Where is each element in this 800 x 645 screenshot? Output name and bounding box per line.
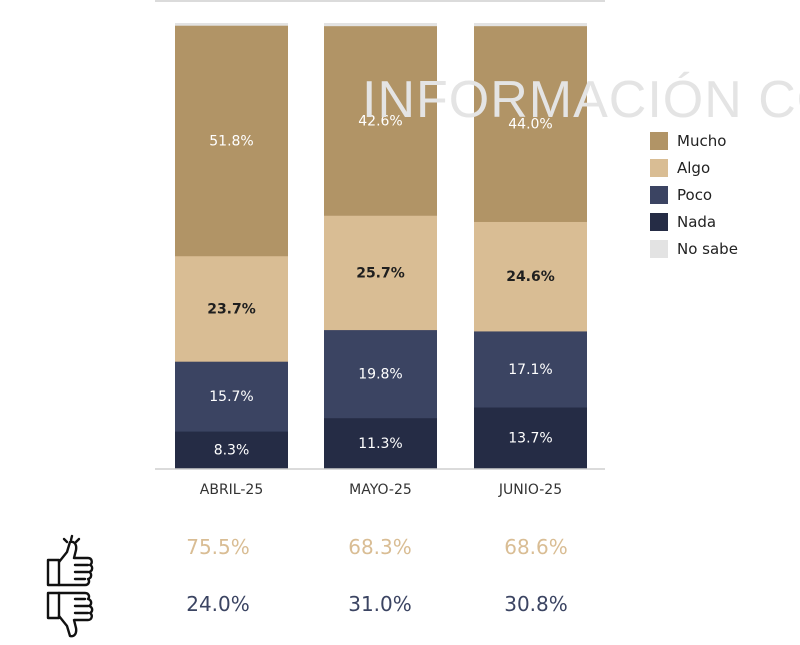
disapprove-value: 30.8% — [504, 592, 568, 616]
legend-item-algo: Algo — [650, 154, 738, 181]
bar-segment-nada — [474, 407, 587, 469]
data-label-mucho: 42.6% — [358, 113, 402, 129]
bar-segment-no-sabe — [324, 23, 437, 27]
x-tick-labels: ABRIL-25 MAYO-25 JUNIO-25 — [200, 482, 562, 498]
data-label-nada: 13.7% — [508, 431, 552, 447]
legend-swatch-mucho — [650, 131, 668, 150]
disapprove-row: 24.0% 31.0% 30.8% — [0, 584, 800, 624]
bar-segment-algo — [474, 221, 587, 332]
legend-item-mucho: Mucho — [650, 127, 738, 154]
data-label-algo: 25.7% — [356, 265, 405, 281]
bar-segment-nada — [175, 431, 288, 469]
thumbs-down-icon — [46, 591, 94, 638]
bar-segment-algo — [175, 255, 288, 362]
data-label-poco: 15.7% — [209, 389, 253, 405]
bar-segment-algo — [324, 215, 437, 331]
data-label-algo: 24.6% — [506, 269, 555, 285]
x-tick-label: MAYO-25 — [349, 482, 412, 498]
bar-segment-mucho — [474, 25, 587, 222]
disapprove-value: 24.0% — [186, 592, 250, 616]
data-label-poco: 17.1% — [508, 362, 552, 378]
data-label-poco: 19.8% — [358, 367, 402, 383]
bar-segment-mucho — [175, 25, 288, 257]
data-label-mucho: 51.8% — [209, 133, 253, 149]
bar-segment-mucho — [324, 25, 437, 216]
legend-label-mucho: Mucho — [677, 131, 727, 150]
x-tick-label: JUNIO-25 — [498, 482, 562, 498]
legend-item-nada: Nada — [650, 208, 738, 235]
thumbs-up-icon — [46, 534, 94, 587]
legend-label-nada: Nada — [677, 212, 717, 231]
legend-label-no-sabe: No sabe — [677, 239, 738, 258]
bar-segment-poco — [175, 361, 288, 432]
approve-value: 68.3% — [348, 535, 412, 559]
bars-group: 8.3% 15.7% 23.7% 51.8% 11.3% 19.8% 25.7% 42.6% 1… — [175, 23, 587, 469]
bar-segment-no-sabe — [175, 23, 288, 26]
bar-segment-no-sabe — [474, 23, 587, 27]
approve-value: 75.5% — [186, 535, 250, 559]
bar-segment-poco — [324, 329, 437, 419]
data-label-mucho: 44.0% — [508, 117, 552, 133]
legend-label-algo: Algo — [677, 158, 711, 177]
data-label-nada: 11.3% — [358, 436, 402, 452]
bar-segment-poco — [474, 330, 587, 408]
bar-segment-nada — [324, 417, 437, 469]
legend-item-no-sabe: No sabe — [650, 235, 738, 262]
data-label-nada: 8.3% — [214, 443, 250, 459]
disapprove-value: 31.0% — [348, 592, 412, 616]
legend-swatch-algo — [650, 158, 668, 177]
legend-swatch-poco — [650, 185, 668, 204]
legend-item-poco: Poco — [650, 181, 738, 208]
legend-label-poco: Poco — [677, 185, 713, 204]
legend-swatch-no-sabe — [650, 239, 668, 258]
approve-row: 75.5% 68.3% 68.6% — [0, 527, 800, 567]
x-tick-label: ABRIL-25 — [200, 482, 263, 498]
legend: Mucho Algo Poco Nada No sabe — [650, 127, 738, 262]
approve-value: 68.6% — [504, 535, 568, 559]
data-label-algo: 23.7% — [207, 301, 256, 317]
legend-swatch-nada — [650, 212, 668, 231]
